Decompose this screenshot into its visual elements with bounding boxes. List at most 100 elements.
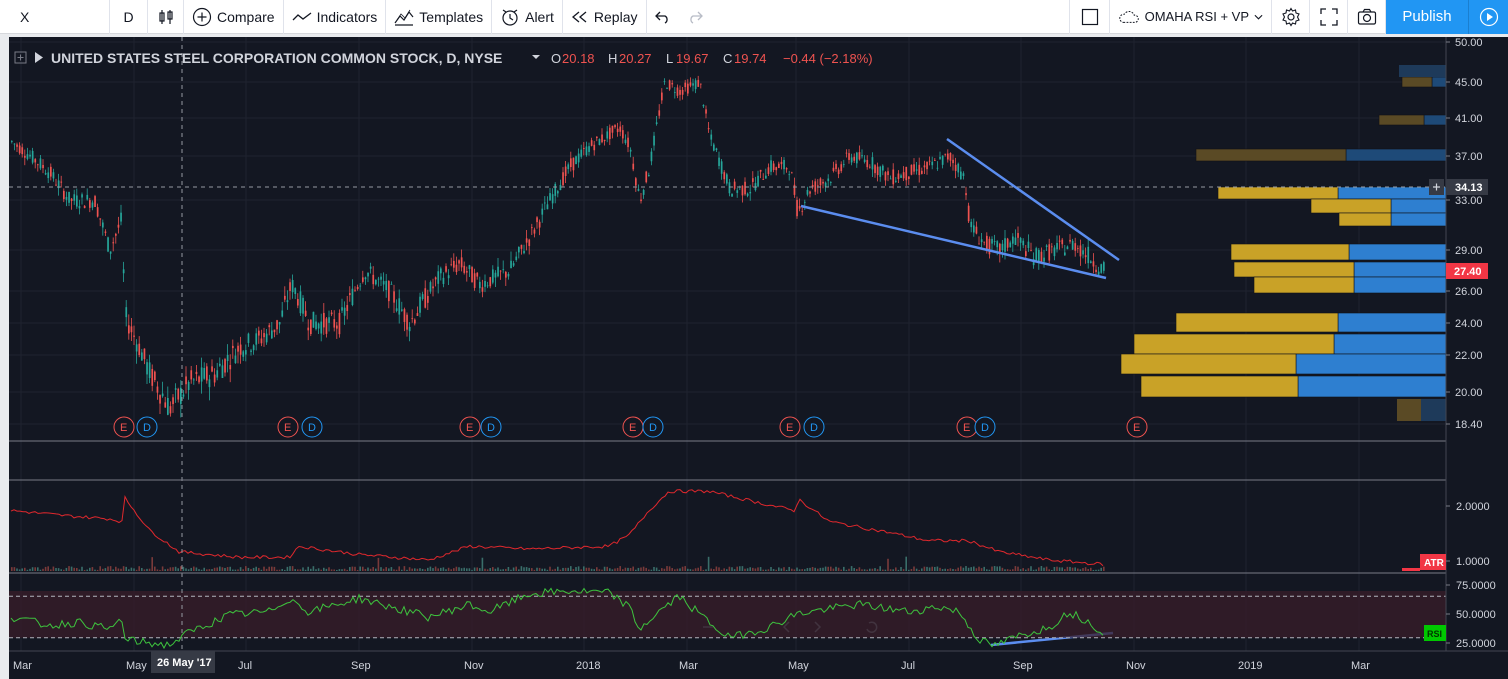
symbol-search[interactable]: X (0, 0, 110, 34)
volume-bar (286, 566, 289, 571)
volume-profile-down-bar (1230, 243, 1350, 261)
dividend-marker[interactable]: D (803, 416, 825, 438)
candle-body (531, 227, 533, 229)
earnings-marker[interactable]: E (459, 416, 481, 438)
volume-bar (232, 569, 234, 571)
earnings-marker[interactable]: E (622, 416, 644, 438)
volume-bar (193, 566, 195, 571)
volume-bar (512, 567, 515, 571)
volume-bar (557, 566, 559, 571)
earnings-marker[interactable]: E (277, 416, 299, 438)
price-axis[interactable] (1446, 37, 1508, 657)
candle-body (1043, 257, 1045, 262)
symbol-legend[interactable]: UNITED STATES STEEL CORPORATION COMMON S… (14, 50, 873, 66)
dividend-marker[interactable]: D (136, 416, 158, 438)
reset-chart-icon[interactable] (866, 621, 878, 633)
candle-body (720, 161, 723, 174)
candle-body (913, 164, 915, 172)
volume-bar (229, 566, 231, 571)
indicators-button[interactable]: Indicators (284, 0, 387, 34)
candle-body (944, 153, 947, 155)
bar-style-button[interactable] (148, 0, 184, 34)
replay-button[interactable]: Replay (563, 0, 647, 34)
dividend-marker[interactable]: D (480, 416, 502, 438)
candle-body (960, 171, 962, 180)
candle-body (460, 257, 463, 268)
candle-body (458, 260, 460, 264)
candle-body (73, 194, 76, 201)
legend-high-label: H (608, 51, 617, 66)
templates-button[interactable]: Templates (386, 0, 493, 34)
volume-bar (437, 568, 439, 571)
volume-bar (871, 568, 874, 571)
snapshot-button[interactable] (1348, 0, 1386, 34)
candle-body (455, 264, 458, 273)
interval-button[interactable]: D (110, 0, 148, 34)
fullscreen-layout-button[interactable] (1070, 0, 1110, 34)
candle-body (151, 368, 154, 386)
volume-bar (596, 567, 598, 571)
volume-bar (91, 567, 94, 571)
volume-bar (138, 566, 140, 571)
upper-trendline[interactable] (946, 137, 1120, 262)
play-idea-button[interactable] (1468, 0, 1508, 34)
earnings-marker[interactable]: E (113, 416, 135, 438)
scroll-right-icon[interactable] (814, 621, 822, 633)
volume-bar (811, 567, 814, 571)
volume-bar (798, 569, 801, 571)
compare-button[interactable]: Compare (184, 0, 284, 34)
volume-bar (169, 567, 172, 571)
candle-body (546, 204, 549, 210)
publish-button[interactable]: Publish (1386, 0, 1468, 34)
candle-body (281, 310, 284, 317)
volume-bar (359, 566, 361, 571)
earnings-marker[interactable]: E (779, 416, 801, 438)
legend-dropdown-icon[interactable] (532, 55, 540, 59)
candle-body (572, 157, 575, 171)
candle-body (164, 402, 167, 408)
volume-bar (583, 566, 585, 571)
dividend-marker[interactable]: D (974, 416, 996, 438)
candle-body (752, 178, 754, 182)
candle-body (39, 158, 42, 169)
volume-bar (330, 569, 333, 571)
volume-bar (86, 569, 88, 571)
redo-icon[interactable] (687, 10, 703, 24)
collapse-legend-icon[interactable] (14, 51, 27, 64)
volume-profile-up-bar (1353, 261, 1447, 278)
candle-body (206, 366, 208, 381)
volume-bar (442, 567, 445, 571)
time-axis[interactable] (9, 651, 1508, 679)
candle-body (489, 277, 492, 287)
candle-body (421, 294, 424, 299)
settings-button[interactable] (1272, 0, 1310, 34)
volume-profile-up-bar (1390, 212, 1447, 227)
chart-navigation-controls[interactable] (703, 621, 878, 633)
fullscreen-button[interactable] (1310, 0, 1348, 34)
earnings-marker[interactable]: E (956, 416, 978, 438)
scroll-left-icon[interactable] (782, 621, 790, 633)
candle-body (273, 329, 276, 333)
earnings-marker[interactable]: E (1126, 416, 1148, 438)
candle-body (762, 179, 765, 180)
dividend-marker[interactable]: D (642, 416, 664, 438)
volume-bar (952, 568, 954, 571)
layout-dropdown[interactable]: OMAHA RSI + VP (1110, 0, 1272, 34)
volume-bar (593, 569, 595, 571)
volume-bar (1064, 569, 1066, 571)
candle-body (598, 139, 601, 146)
volume-bar (754, 568, 757, 571)
volume-bar (648, 569, 650, 571)
candle-body (713, 144, 715, 151)
candle-body (525, 238, 528, 243)
candle-body (492, 269, 494, 283)
volume-bar (746, 568, 749, 571)
alert-button[interactable]: Alert (492, 0, 563, 34)
dividend-marker[interactable]: D (301, 416, 323, 438)
atr-badge: ATR (1420, 554, 1446, 570)
undo-icon[interactable] (654, 10, 671, 24)
lower-trendline[interactable] (800, 204, 1107, 280)
volume-bar (57, 568, 60, 571)
